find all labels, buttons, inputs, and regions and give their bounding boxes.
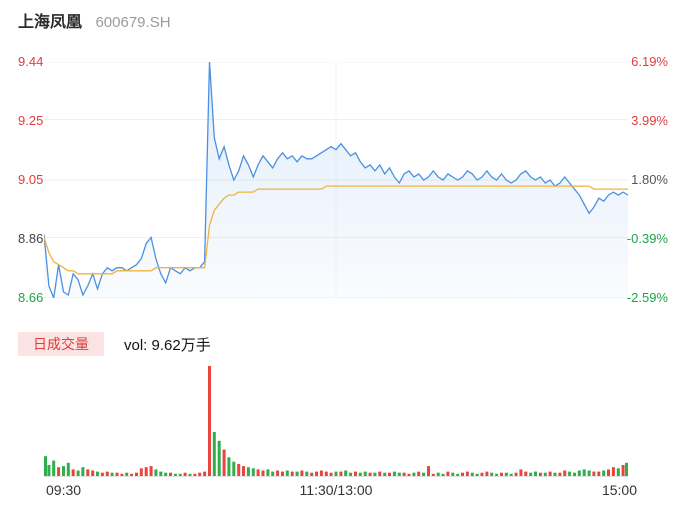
time-axis: 09:30 11:30/13:00 15:00 xyxy=(0,482,686,500)
volume-chart-svg xyxy=(44,366,628,476)
header: 上海凤凰 600679.SH xyxy=(18,8,171,32)
volume-plot[interactable] xyxy=(44,364,628,477)
stock-name: 上海凤凰 xyxy=(18,14,83,31)
time-label-open: 09:30 xyxy=(46,482,82,498)
price-tick: 8.86 xyxy=(18,231,44,246)
price-tick: 9.05 xyxy=(18,172,44,187)
price-tick-low: 8.66 xyxy=(18,290,44,305)
stock-code: 600679.SH xyxy=(95,14,171,31)
volume-total-text: vol: 9.62万手 xyxy=(124,336,211,354)
percent-tick: -0.39% xyxy=(626,231,668,246)
time-label-close: 15:00 xyxy=(601,482,637,498)
percent-tick-low: -2.59% xyxy=(626,290,668,305)
percent-tick: 1.80% xyxy=(631,172,668,187)
price-axis-left: 9.44 9.25 9.05 8.86 8.66 xyxy=(18,55,60,305)
price-tick: 9.25 xyxy=(18,113,44,128)
price-chart-svg xyxy=(44,62,628,298)
volume-header: 日成交量 vol: 9.62万手 xyxy=(18,332,211,356)
price-tick-high: 9.44 xyxy=(18,54,44,69)
volume-tab-badge[interactable]: 日成交量 xyxy=(18,332,104,356)
percent-axis-right: 6.19% 3.99% 1.80% -0.39% -2.59% xyxy=(614,55,668,305)
time-label-midday: 11:30/13:00 xyxy=(299,482,373,498)
price-plot[interactable] xyxy=(44,62,628,298)
percent-tick-high: 6.19% xyxy=(631,54,668,69)
percent-tick: 3.99% xyxy=(631,113,668,128)
